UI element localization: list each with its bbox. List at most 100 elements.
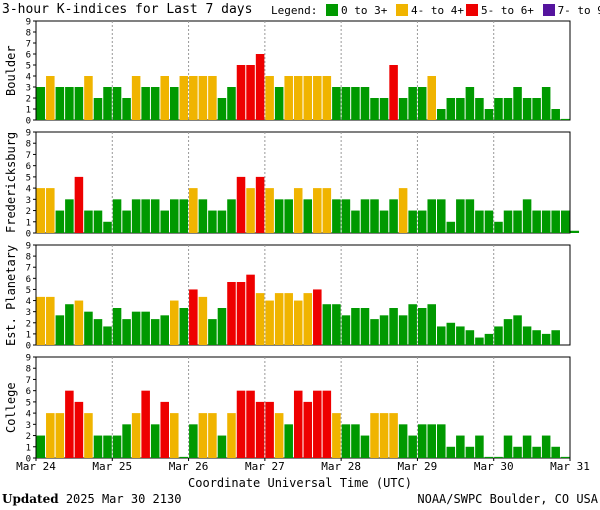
bar-fredericksburg-44	[456, 199, 465, 233]
legend-swatch-2	[465, 4, 478, 16]
bar-est-planetary-34	[360, 308, 370, 345]
bar-fredericksburg-35	[370, 199, 379, 233]
panel-frame-fredericksburg	[35, 131, 571, 234]
bar-college-32	[341, 424, 351, 458]
bar-est-planetary-22	[246, 274, 255, 345]
updated-value: 2025 Mar 30 2130	[65, 492, 182, 506]
bar-est-planetary-24	[265, 300, 274, 345]
bar-college-15	[179, 456, 189, 458]
bar-fredericksburg-52	[532, 210, 541, 233]
bar-boulder-34	[360, 87, 370, 120]
bar-college-1	[46, 413, 55, 458]
bar-fredericksburg-38	[398, 188, 408, 233]
y-tick-label: 0	[26, 455, 31, 465]
bar-est-planetary-14	[170, 300, 179, 345]
bar-college-23	[255, 401, 265, 458]
bar-fredericksburg-48	[494, 221, 503, 233]
bar-est-planetary-45	[465, 330, 475, 345]
bar-est-planetary-4	[74, 300, 84, 345]
bar-fredericksburg-14	[170, 199, 179, 233]
bar-boulder-50	[513, 87, 522, 120]
bar-fredericksburg-26	[284, 199, 293, 233]
bar-college-37	[389, 413, 398, 458]
bar-college-42	[437, 424, 446, 458]
bar-college-25	[274, 413, 284, 458]
bar-boulder-12	[150, 87, 160, 120]
bar-college-17	[198, 413, 208, 458]
bar-boulder-35	[370, 98, 379, 120]
x-tick-label: Mar 31	[550, 460, 590, 473]
bar-college-18	[208, 413, 217, 458]
bar-boulder-21	[236, 65, 246, 120]
y-tick-label: 9	[26, 129, 31, 139]
updated-info: Updated 2025 Mar 30 2130	[2, 492, 181, 506]
y-tick-label: 8	[26, 365, 31, 375]
legend-text-3: 7- to 9	[557, 4, 600, 17]
bar-est-planetary-12	[150, 319, 160, 345]
bar-boulder-55	[560, 118, 570, 120]
bar-college-53	[541, 435, 551, 458]
legend-text-0: 0 to 3+	[340, 4, 388, 17]
bar-boulder-44	[456, 98, 465, 120]
bar-college-40	[417, 424, 427, 458]
x-tick-label: Mar 28	[321, 460, 362, 473]
bar-fredericksburg-33	[351, 210, 360, 233]
legend: Legend: 0 to 3+ 4- to 4+ 5- to 6+ 7- to 9	[271, 4, 600, 17]
bar-fredericksburg-36	[379, 210, 389, 233]
bar-est-planetary-30	[322, 304, 332, 345]
bar-est-planetary-42	[437, 326, 446, 345]
bar-est-planetary-38	[398, 315, 408, 345]
bar-college-2	[55, 413, 65, 458]
bar-boulder-30	[322, 76, 332, 120]
bar-fredericksburg-18	[208, 210, 217, 233]
bar-est-planetary-50	[513, 315, 522, 345]
bar-boulder-1	[46, 76, 55, 120]
legend-text-2: 5- to 6+	[480, 4, 534, 17]
legend-swatch-0	[325, 4, 338, 16]
bar-est-planetary-29	[313, 289, 322, 345]
bar-est-planetary-26	[284, 293, 293, 345]
y-tick-label: 2	[26, 207, 31, 217]
y-tick-label: 6	[26, 275, 31, 285]
bar-fredericksburg-16	[189, 188, 198, 233]
bar-college-21	[236, 390, 246, 458]
bar-est-planetary-32	[341, 315, 351, 345]
y-tick-label: 0	[26, 117, 31, 127]
bar-boulder-45	[465, 87, 475, 120]
x-tick-label: Mar 30	[473, 460, 514, 473]
bar-college-3	[65, 390, 74, 458]
bar-boulder-27	[293, 76, 303, 120]
legend-label: Legend:	[271, 4, 318, 17]
bar-boulder-51	[522, 98, 532, 120]
bar-fredericksburg-37	[389, 199, 398, 233]
bar-fredericksburg-20	[227, 199, 236, 233]
bar-est-planetary-47	[484, 333, 494, 345]
bar-est-planetary-15	[179, 308, 189, 345]
chart-title: 3-hour K-indices for Last 7 days	[2, 2, 253, 17]
bar-boulder-24	[265, 76, 274, 120]
bar-fredericksburg-19	[217, 210, 227, 233]
y-tick-label: 8	[26, 253, 31, 263]
bar-college-7	[103, 435, 112, 458]
panel-frame-boulder	[35, 20, 571, 121]
bar-college-49	[503, 435, 513, 458]
y-tick-label: 7	[26, 40, 31, 50]
bar-boulder-20	[227, 87, 236, 120]
bar-est-planetary-52	[532, 330, 541, 345]
bar-est-planetary-23	[255, 293, 265, 345]
bar-fredericksburg-56	[570, 230, 580, 233]
bar-boulder-31	[332, 87, 341, 120]
bar-fredericksburg-9	[122, 210, 131, 233]
bar-fredericksburg-51	[522, 199, 532, 233]
bar-fredericksburg-8	[112, 199, 122, 233]
y-tick-label: 0	[26, 230, 31, 240]
bar-college-51	[522, 435, 532, 458]
bar-est-planetary-6	[93, 319, 103, 345]
y-tick-label: 3	[26, 308, 31, 318]
y-tick-label: 4	[26, 410, 31, 420]
bar-est-planetary-0	[36, 296, 46, 345]
y-tick-label: 5	[26, 62, 31, 72]
bar-fredericksburg-23	[255, 176, 265, 233]
bar-boulder-23	[255, 54, 265, 120]
bar-boulder-7	[103, 87, 112, 120]
